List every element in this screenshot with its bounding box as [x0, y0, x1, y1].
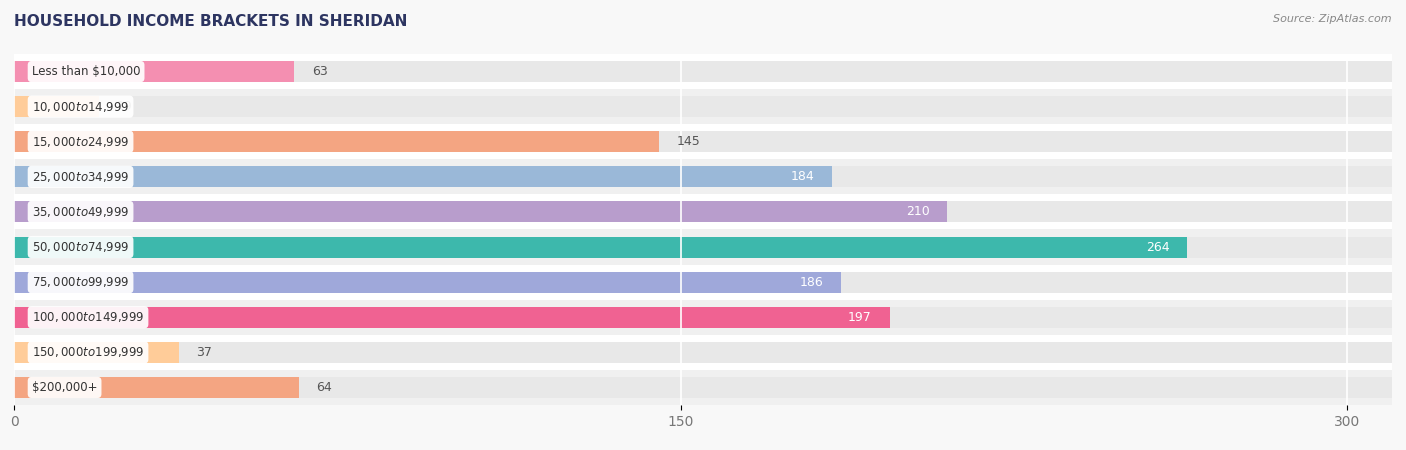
- Bar: [14, 131, 1392, 152]
- Bar: [14, 124, 1392, 159]
- Text: $200,000+: $200,000+: [32, 381, 97, 394]
- Text: Source: ZipAtlas.com: Source: ZipAtlas.com: [1274, 14, 1392, 23]
- Bar: [14, 61, 294, 82]
- Text: 63: 63: [312, 65, 328, 78]
- Bar: [14, 202, 1392, 222]
- Text: $100,000 to $149,999: $100,000 to $149,999: [32, 310, 145, 324]
- Bar: [14, 166, 832, 187]
- Bar: [14, 230, 1392, 265]
- Text: $10,000 to $14,999: $10,000 to $14,999: [32, 99, 129, 114]
- Text: 264: 264: [1146, 241, 1170, 253]
- Bar: [14, 300, 1392, 335]
- Text: Less than $10,000: Less than $10,000: [32, 65, 141, 78]
- Text: 64: 64: [316, 381, 332, 394]
- Bar: [14, 237, 1392, 257]
- Bar: [14, 307, 890, 328]
- Bar: [14, 61, 1392, 82]
- Text: 184: 184: [790, 171, 814, 183]
- Bar: [14, 265, 1392, 300]
- Text: $35,000 to $49,999: $35,000 to $49,999: [32, 205, 129, 219]
- Bar: [14, 272, 1392, 292]
- Bar: [14, 54, 1392, 89]
- Bar: [14, 96, 98, 117]
- Bar: [14, 96, 1392, 117]
- Text: 197: 197: [848, 311, 872, 324]
- Text: $150,000 to $199,999: $150,000 to $199,999: [32, 345, 145, 360]
- Bar: [14, 377, 298, 398]
- Bar: [14, 131, 658, 152]
- Text: 37: 37: [197, 346, 212, 359]
- Bar: [14, 342, 1392, 363]
- Bar: [14, 335, 1392, 370]
- Text: $25,000 to $34,999: $25,000 to $34,999: [32, 170, 129, 184]
- Bar: [14, 342, 179, 363]
- Bar: [14, 194, 1392, 230]
- Bar: [14, 377, 1392, 398]
- Bar: [14, 202, 948, 222]
- Text: $50,000 to $74,999: $50,000 to $74,999: [32, 240, 129, 254]
- Bar: [14, 166, 1392, 187]
- Text: 210: 210: [905, 206, 929, 218]
- Text: $75,000 to $99,999: $75,000 to $99,999: [32, 275, 129, 289]
- Bar: [14, 307, 1392, 328]
- Bar: [14, 237, 1188, 257]
- Text: HOUSEHOLD INCOME BRACKETS IN SHERIDAN: HOUSEHOLD INCOME BRACKETS IN SHERIDAN: [14, 14, 408, 28]
- Text: $15,000 to $24,999: $15,000 to $24,999: [32, 135, 129, 149]
- Text: 145: 145: [676, 135, 700, 148]
- Bar: [14, 159, 1392, 194]
- Bar: [14, 370, 1392, 405]
- Text: 19: 19: [117, 100, 132, 113]
- Bar: [14, 272, 841, 292]
- Text: 186: 186: [799, 276, 823, 288]
- Bar: [14, 89, 1392, 124]
